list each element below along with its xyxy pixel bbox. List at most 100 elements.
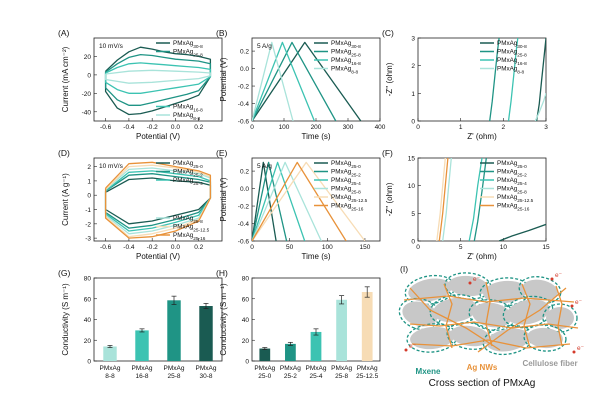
cellulose-fiber <box>522 279 558 301</box>
x-tick-label: 50 <box>286 244 294 251</box>
y-tick-label: -0.4 <box>238 221 250 228</box>
category-label: PMxAg <box>164 365 185 372</box>
y-tick-label: -1 <box>85 207 91 214</box>
series-line-pmxag25-12_5 <box>436 158 446 241</box>
category-label: 25-8 <box>167 373 180 380</box>
x-tick-label: 15 <box>542 244 550 251</box>
x-tick-label: 0 <box>250 244 254 251</box>
x-tick-label: 0 <box>250 124 254 131</box>
y-tick-label: 40 <box>242 317 250 324</box>
electron-dot <box>572 350 576 354</box>
bar <box>259 348 271 361</box>
series-line-pmxag8-8 <box>534 93 546 121</box>
panel-letter: (A) <box>58 28 70 38</box>
series-line-pmxag16-8 <box>104 62 212 94</box>
y-tick-label: -0.2 <box>238 204 250 211</box>
x-tick-label: 0 <box>416 244 420 251</box>
category-label: 25-2 <box>284 373 297 380</box>
label-subscript: 25-2 <box>351 172 361 178</box>
series-line-pmxag8-8 <box>252 41 294 121</box>
legend-entry: PMxAg25-0 <box>497 160 527 170</box>
y-tick-label: -0.6 <box>238 239 250 246</box>
label-subscript: 8-8 <box>351 69 358 75</box>
label-base: PMxAg <box>173 224 194 231</box>
legend-entry: PMxAg25-8 <box>173 49 203 59</box>
ag-nanowire <box>409 287 501 351</box>
plot-frame <box>93 37 223 122</box>
panel-letter: (G) <box>58 268 70 278</box>
y-tick-label: 5 <box>411 211 415 218</box>
y-axis-label: Current (A g⁻¹) <box>61 173 70 226</box>
panel-g: (G)020406080PMxAg8-8PMxAg16-8PMxAg25-8PM… <box>58 268 223 380</box>
mxene-shell <box>502 295 554 329</box>
x-axis-label: Z' (ohm) <box>467 132 497 141</box>
label-subscript: 25-8 <box>517 52 527 58</box>
x-axis-label: Time (s) <box>301 132 330 141</box>
label-subscript: 8-8 <box>193 116 200 122</box>
bar <box>103 346 117 361</box>
label-mxene: Mxene <box>416 367 441 376</box>
y-tick-label: 0 <box>411 119 415 126</box>
y-axis-label: Conductivity (S m⁻¹) <box>61 283 70 356</box>
y-axis-label: -Z'' (ohm) <box>385 182 394 216</box>
y-tick-label: 1 <box>411 91 415 98</box>
y-tick-label: 0.0 <box>240 186 249 193</box>
y-axis-label: Potential (V) <box>219 177 228 221</box>
bar <box>135 330 149 361</box>
x-tick-label: 5 <box>459 244 463 251</box>
category-label: 25-4 <box>309 373 322 380</box>
label-base: PMxAg <box>497 169 518 176</box>
series-line-pmxag25-8 <box>442 158 452 241</box>
y-axis-label: -Z'' (ohm) <box>385 62 394 96</box>
x-tick-label: 1 <box>459 124 463 131</box>
label-subscript: 25-4 <box>351 181 361 187</box>
label-base: PMxAg <box>173 232 194 239</box>
legend-entry: PMxAg8-8 <box>331 66 358 76</box>
label-base: PMxAg <box>331 160 352 167</box>
label-base: PMxAg <box>331 49 352 56</box>
x-tick-label: -0.4 <box>123 124 135 131</box>
cellulose-fiber <box>408 278 452 302</box>
legend-entry: PMxAg25-8 <box>331 186 361 196</box>
y-tick-label: 15 <box>408 156 416 163</box>
label-subscript: 25-12.5 <box>193 227 209 233</box>
legend-entry: PMxAg8-8 <box>173 112 200 122</box>
label-subscript: 8-8 <box>517 69 524 75</box>
label-base: PMxAg <box>173 215 194 222</box>
y-tick-label: 1 <box>87 178 91 185</box>
label-base: PMxAg <box>331 57 352 64</box>
bar <box>361 292 373 361</box>
series-line-pmxag25-4 <box>468 158 483 241</box>
label-base: PMxAg <box>331 186 352 193</box>
y-tick-label: -0.4 <box>238 101 250 108</box>
y-tick-label: 20 <box>242 338 250 345</box>
label-base: PMxAg <box>497 49 518 56</box>
category-label: 30-8 <box>199 373 212 380</box>
y-tick-label: 0 <box>87 193 91 200</box>
x-tick-label: 0.2 <box>194 124 203 131</box>
ag-nanowire <box>411 339 571 349</box>
label-subscript: 30-8 <box>517 44 527 50</box>
legend-entry: PMxAg25-2 <box>331 169 361 179</box>
label-subscript: 16-8 <box>193 107 203 113</box>
label-base: PMxAg <box>331 66 352 73</box>
y-tick-label: 0.2 <box>240 169 249 176</box>
x-tick-label: 0.0 <box>171 124 180 131</box>
y-tick-label: 2 <box>411 63 415 70</box>
category-label: 16-8 <box>135 373 148 380</box>
cellulose-fiber <box>472 302 512 328</box>
x-tick-label: -0.6 <box>100 244 112 251</box>
cellulose-fiber <box>527 327 563 349</box>
x-tick-label: 3 <box>544 124 548 131</box>
label-base: PMxAg <box>331 194 352 201</box>
series-line-pmxag25-16 <box>104 161 212 239</box>
label-subscript: 25-8 <box>193 219 203 225</box>
schematic-caption: Cross section of PMxAg <box>429 378 536 389</box>
legend-entry: PMxAg25-16 <box>497 203 530 213</box>
panel-i-schematic: (I) e⁻ e⁻ e⁻ e⁻ e⁻ Mxene Ag NWs Cellulose fiber C… <box>398 264 585 389</box>
condition-note: 10 mV/s <box>99 163 124 170</box>
panel-e: (E) 0 50 100 150 -0.6 -0.4 -0.2 0.0 0.2 Time (s) Po… <box>216 148 381 261</box>
label-subscript: 30-8 <box>351 44 361 50</box>
